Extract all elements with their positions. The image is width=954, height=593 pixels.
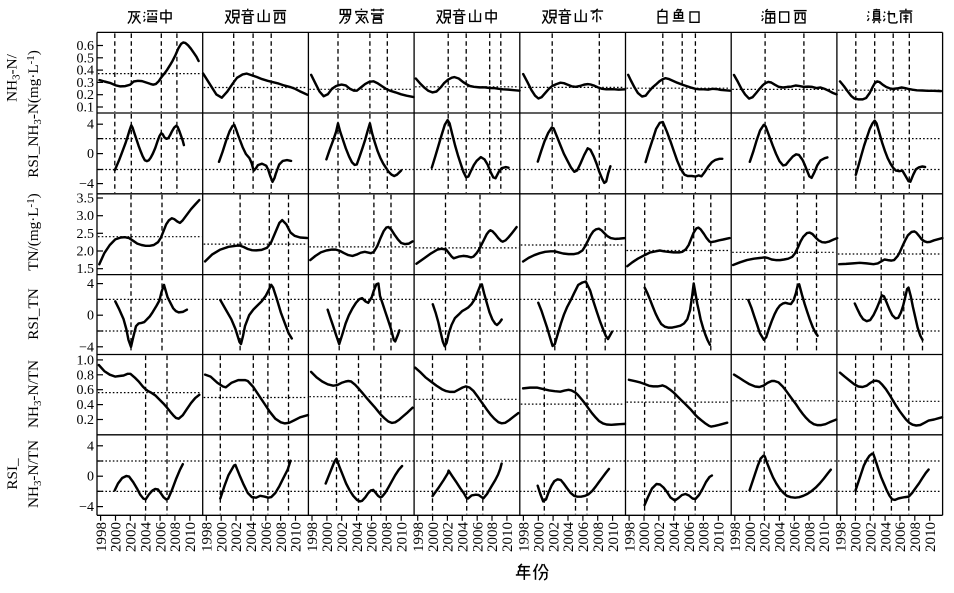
svg-text:2002: 2002 bbox=[441, 522, 457, 552]
svg-text:2000: 2000 bbox=[532, 522, 548, 552]
svg-text:2010: 2010 bbox=[183, 522, 199, 552]
svg-text:2004: 2004 bbox=[350, 522, 366, 553]
svg-text:−4: −4 bbox=[79, 177, 94, 192]
svg-text:2000: 2000 bbox=[214, 522, 230, 552]
svg-text:1998: 1998 bbox=[200, 522, 216, 552]
svg-text:2010: 2010 bbox=[817, 522, 833, 552]
svg-text:2010: 2010 bbox=[500, 522, 516, 552]
svg-text:2002: 2002 bbox=[335, 522, 351, 552]
svg-text:0: 0 bbox=[87, 470, 94, 485]
svg-text:0.2: 0.2 bbox=[77, 413, 95, 428]
svg-text:1998: 1998 bbox=[305, 522, 321, 552]
svg-text:2004: 2004 bbox=[244, 522, 260, 553]
svg-text:2000: 2000 bbox=[637, 522, 653, 552]
svg-text:2006: 2006 bbox=[576, 522, 592, 553]
svg-text:2008: 2008 bbox=[908, 522, 924, 552]
svg-text:RSI_: RSI_ bbox=[4, 458, 21, 490]
svg-text:0.6: 0.6 bbox=[77, 383, 95, 398]
svg-text:1998: 1998 bbox=[94, 522, 110, 552]
svg-text:0.4: 0.4 bbox=[77, 398, 95, 413]
svg-text:2002: 2002 bbox=[229, 522, 245, 552]
svg-text:2010: 2010 bbox=[712, 522, 728, 552]
svg-text:0: 0 bbox=[87, 309, 94, 324]
svg-text:RSI_TN: RSI_TN bbox=[25, 288, 42, 340]
svg-text:2000: 2000 bbox=[849, 522, 865, 552]
svg-text:2002: 2002 bbox=[546, 522, 562, 552]
svg-text:2008: 2008 bbox=[168, 522, 184, 552]
svg-text:2010: 2010 bbox=[606, 522, 622, 552]
svg-text:2000: 2000 bbox=[743, 522, 759, 552]
svg-text:1998: 1998 bbox=[728, 522, 744, 552]
svg-text:2006: 2006 bbox=[788, 522, 804, 553]
svg-text:1998: 1998 bbox=[411, 522, 427, 552]
svg-text:2000: 2000 bbox=[320, 522, 336, 552]
svg-text:2006: 2006 bbox=[153, 522, 169, 553]
svg-text:2004: 2004 bbox=[561, 522, 577, 553]
svg-text:2000: 2000 bbox=[109, 522, 125, 552]
svg-text:2004: 2004 bbox=[456, 522, 472, 553]
svg-text:2006: 2006 bbox=[682, 522, 698, 553]
svg-text:2004: 2004 bbox=[667, 522, 683, 553]
svg-text:2008: 2008 bbox=[591, 522, 607, 552]
svg-text:2004: 2004 bbox=[878, 522, 894, 553]
svg-text:2004: 2004 bbox=[773, 522, 789, 553]
svg-text:2006: 2006 bbox=[365, 522, 381, 553]
svg-text:3.0: 3.0 bbox=[77, 209, 95, 224]
svg-text:2002: 2002 bbox=[863, 522, 879, 552]
svg-text:2.5: 2.5 bbox=[77, 227, 95, 242]
svg-text:2.0: 2.0 bbox=[77, 245, 95, 260]
svg-text:0.3: 0.3 bbox=[77, 76, 95, 91]
svg-text:4: 4 bbox=[87, 439, 94, 454]
svg-text:2000: 2000 bbox=[426, 522, 442, 552]
svg-text:0.2: 0.2 bbox=[77, 88, 95, 103]
svg-text:2006: 2006 bbox=[893, 522, 909, 553]
svg-text:2008: 2008 bbox=[485, 522, 501, 552]
svg-text:0.6: 0.6 bbox=[77, 39, 95, 54]
svg-text:1.0: 1.0 bbox=[77, 353, 95, 368]
svg-text:TN/(mg·L-1​): TN/(mg·L-1​) bbox=[25, 193, 42, 270]
svg-text:2010: 2010 bbox=[923, 522, 939, 552]
svg-text:NH3​-N/TN: NH3​-N/TN bbox=[25, 360, 44, 428]
svg-text:2008: 2008 bbox=[380, 522, 396, 552]
svg-text:2010: 2010 bbox=[394, 522, 410, 552]
svg-text:0.8: 0.8 bbox=[77, 368, 95, 383]
svg-text:2008: 2008 bbox=[274, 522, 290, 552]
svg-text:1.5: 1.5 bbox=[77, 262, 95, 277]
svg-text:2006: 2006 bbox=[470, 522, 486, 553]
svg-text:0: 0 bbox=[87, 147, 94, 162]
svg-text:4: 4 bbox=[87, 118, 94, 133]
svg-text:1998: 1998 bbox=[517, 522, 533, 552]
svg-text:2004: 2004 bbox=[138, 522, 154, 553]
svg-text:4: 4 bbox=[87, 277, 94, 292]
svg-text:−4: −4 bbox=[79, 500, 94, 515]
svg-text:0.5: 0.5 bbox=[77, 51, 95, 66]
svg-text:2008: 2008 bbox=[697, 522, 713, 552]
svg-text:1998: 1998 bbox=[834, 522, 850, 552]
svg-text:NH3​-N/: NH3​-N/ bbox=[4, 53, 23, 101]
svg-text:2002: 2002 bbox=[124, 522, 140, 552]
svg-text:1998: 1998 bbox=[622, 522, 638, 552]
svg-text:3.5: 3.5 bbox=[77, 192, 95, 207]
svg-text:0.1: 0.1 bbox=[77, 101, 95, 116]
svg-text:2002: 2002 bbox=[758, 522, 774, 552]
svg-text:RSI_NH3​-N(mg·L-1​): RSI_NH3​-N(mg·L-1​) bbox=[25, 50, 44, 178]
svg-text:2006: 2006 bbox=[259, 522, 275, 553]
svg-text:−4: −4 bbox=[79, 340, 94, 355]
svg-text:2008: 2008 bbox=[802, 522, 818, 552]
svg-text:0.4: 0.4 bbox=[77, 64, 95, 79]
svg-text:2010: 2010 bbox=[289, 522, 305, 552]
svg-text:NH3​-N/TN: NH3​-N/TN bbox=[25, 440, 44, 508]
svg-text:2002: 2002 bbox=[652, 522, 668, 552]
